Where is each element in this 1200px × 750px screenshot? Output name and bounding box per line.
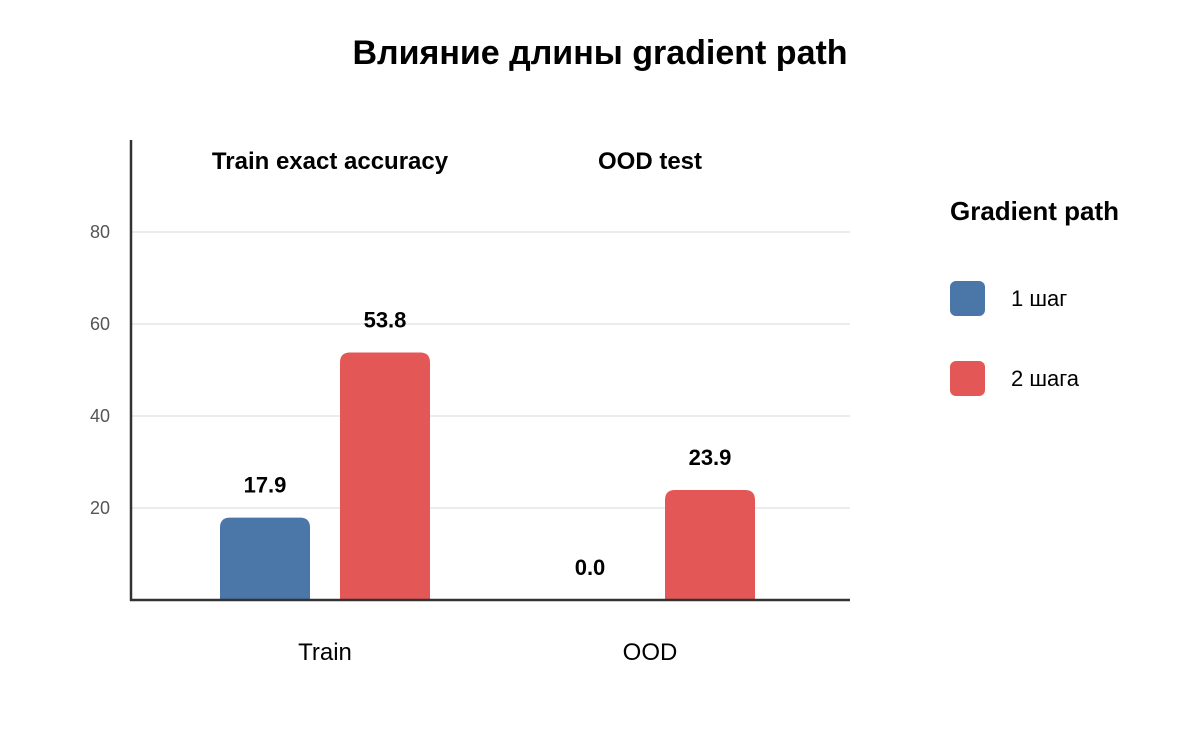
value-label-train-series-2: 53.8 (364, 308, 407, 333)
legend-swatch-2-shaga (950, 361, 985, 396)
bar-ood-series-2 (665, 490, 755, 600)
legend-title: Gradient path (950, 196, 1119, 226)
panel-title-ood: OOD test (598, 148, 702, 175)
value-label-ood-series-2: 23.9 (689, 445, 732, 470)
value-label-ood-series-1: 0.0 (575, 555, 606, 580)
legend: Gradient path 1 шаг 2 шага (950, 196, 1119, 396)
value-label-train-series-1: 17.9 (244, 473, 287, 498)
value-labels: 17.9 53.8 0.0 23.9 (244, 308, 732, 580)
legend-label-2-shaga: 2 шага (1011, 366, 1080, 391)
x-category-label-train: Train (298, 639, 352, 666)
gridlines (131, 231, 850, 509)
bar-train-series-1 (220, 517, 310, 600)
legend-swatch-1-shag (950, 281, 985, 316)
y-axis-ticks: 20 40 60 80 (90, 222, 110, 518)
x-category-label-ood: OOD (623, 639, 678, 666)
y-tick-label-60: 60 (90, 314, 110, 334)
bars (220, 352, 755, 600)
y-tick-label-20: 20 (90, 498, 110, 518)
y-tick-label-40: 40 (90, 406, 110, 426)
y-tick-label-80: 80 (90, 222, 110, 242)
panel-title-train: Train exact accuracy (212, 148, 449, 175)
bar-train-series-2 (340, 352, 430, 600)
chart-title: Влияние длины gradient path (352, 34, 847, 72)
legend-label-1-shag: 1 шаг (1011, 286, 1067, 311)
